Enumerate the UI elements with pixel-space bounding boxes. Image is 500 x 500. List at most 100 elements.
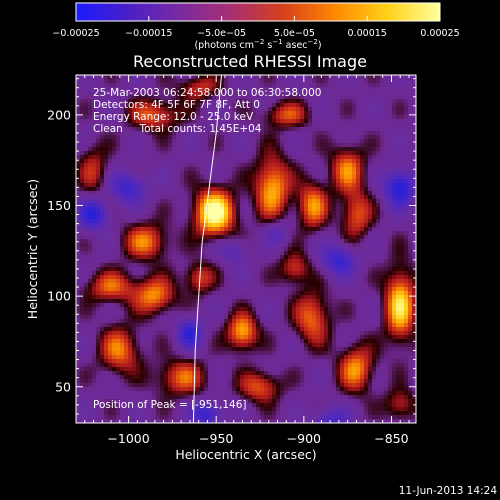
heatmap-cell — [352, 287, 357, 292]
heatmap-cell — [392, 147, 397, 152]
heatmap-cell — [80, 75, 85, 80]
heatmap-cell — [328, 107, 333, 112]
heatmap-cell — [224, 287, 229, 292]
heatmap-cell — [356, 191, 361, 196]
heatmap-cell — [208, 95, 213, 100]
heatmap-cell — [332, 147, 337, 152]
heatmap-cell — [132, 99, 137, 104]
heatmap-cell — [104, 79, 109, 84]
heatmap-cell — [104, 183, 109, 188]
heatmap-cell — [324, 263, 329, 268]
heatmap-cell — [120, 235, 125, 240]
heatmap-cell — [148, 263, 153, 268]
heatmap-cell — [376, 95, 381, 100]
heatmap-cell — [236, 119, 241, 124]
heatmap-cell — [164, 163, 169, 168]
heatmap-cell — [356, 215, 361, 220]
heatmap-cell — [124, 239, 129, 244]
heatmap-cell — [92, 175, 97, 180]
heatmap-cell — [160, 239, 165, 244]
heatmap-cell — [228, 175, 233, 180]
heatmap-cell — [148, 83, 153, 88]
heatmap-cell — [152, 115, 157, 120]
heatmap-cell — [232, 171, 237, 176]
heatmap-cell — [196, 115, 201, 120]
heatmap-cell — [288, 239, 293, 244]
heatmap-cell — [208, 107, 213, 112]
heatmap-cell — [356, 139, 361, 144]
heatmap-cell — [112, 131, 117, 136]
heatmap-cell — [348, 175, 353, 180]
heatmap-cell — [96, 307, 101, 312]
heatmap-cell — [112, 283, 117, 288]
heatmap-cell — [88, 195, 93, 200]
heatmap-cell — [92, 135, 97, 140]
heatmap-cell — [240, 283, 245, 288]
heatmap-cell — [376, 279, 381, 284]
heatmap-cell — [224, 175, 229, 180]
heatmap-cell — [200, 187, 205, 192]
heatmap-cell — [100, 279, 105, 284]
heatmap-cell — [116, 263, 121, 268]
heatmap-cell — [164, 95, 169, 100]
heatmap-cell — [164, 127, 169, 132]
heatmap-cell — [84, 175, 89, 180]
heatmap-cell — [320, 191, 325, 196]
heatmap-cell — [224, 203, 229, 208]
heatmap-cell — [272, 287, 277, 292]
heatmap-cell — [112, 123, 117, 128]
heatmap-cell — [124, 215, 129, 220]
heatmap-cell — [156, 107, 161, 112]
heatmap-cell — [212, 159, 217, 164]
heatmap-cell — [412, 283, 416, 288]
heatmap-cell — [120, 283, 125, 288]
heatmap-cell — [136, 219, 141, 224]
heatmap-cell — [76, 91, 81, 96]
heatmap-cell — [168, 263, 173, 268]
heatmap-cell — [92, 183, 97, 188]
heatmap-cell — [344, 271, 349, 276]
heatmap-cell — [364, 155, 369, 160]
heatmap-cell — [148, 143, 153, 148]
heatmap-cell — [96, 127, 101, 132]
heatmap-cell — [232, 155, 237, 160]
heatmap-cell — [176, 239, 181, 244]
heatmap-cell — [92, 259, 97, 264]
heatmap-cell — [188, 119, 193, 124]
heatmap-cell — [148, 215, 153, 220]
heatmap-cell — [216, 279, 221, 284]
heatmap-cell — [292, 267, 297, 272]
heatmap-cell — [380, 299, 385, 304]
heatmap-cell — [352, 251, 357, 256]
heatmap-cell — [120, 299, 125, 304]
heatmap-cell — [160, 267, 165, 272]
heatmap-cell — [308, 91, 313, 96]
heatmap-cell — [152, 219, 157, 224]
heatmap-cell — [412, 115, 416, 120]
heatmap-cell — [116, 175, 121, 180]
heatmap-cell — [312, 263, 317, 268]
heatmap-cell — [336, 143, 341, 148]
heatmap-cell — [260, 223, 265, 228]
heatmap-cell — [164, 131, 169, 136]
heatmap-cell — [376, 103, 381, 108]
heatmap-cell — [308, 159, 313, 164]
heatmap-cell — [176, 271, 181, 276]
heatmap-cell — [276, 107, 281, 112]
heatmap-cell — [260, 75, 265, 80]
heatmap-cell — [184, 111, 189, 116]
heatmap-cell — [104, 207, 109, 212]
heatmap-cell — [408, 179, 413, 184]
heatmap-cell — [308, 139, 313, 144]
heatmap-cell — [288, 159, 293, 164]
heatmap-cell — [152, 299, 157, 304]
heatmap-cell — [380, 271, 385, 276]
heatmap-cell — [412, 251, 416, 256]
heatmap-cell — [236, 83, 241, 88]
heatmap-cell — [208, 211, 213, 216]
heatmap-cell — [392, 239, 397, 244]
heatmap-cell — [372, 179, 377, 184]
heatmap-cell — [360, 131, 365, 136]
heatmap-cell — [84, 239, 89, 244]
heatmap-cell — [400, 155, 405, 160]
